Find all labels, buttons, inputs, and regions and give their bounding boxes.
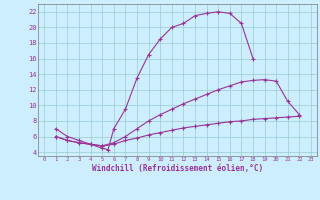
X-axis label: Windchill (Refroidissement éolien,°C): Windchill (Refroidissement éolien,°C) [92,164,263,173]
